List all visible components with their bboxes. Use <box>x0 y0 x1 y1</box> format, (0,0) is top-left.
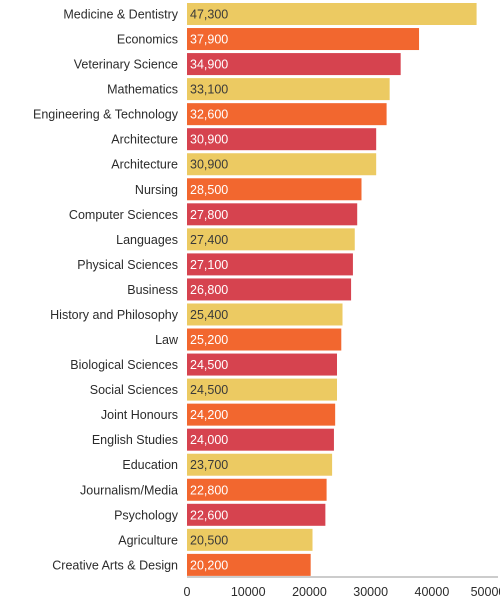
value-label: 20,500 <box>190 533 228 547</box>
category-label: Medicine & Dentistry <box>63 8 178 22</box>
value-label: 24,500 <box>190 358 228 372</box>
category-label: English Studies <box>92 433 178 447</box>
bar <box>187 78 390 101</box>
value-label: 24,200 <box>190 408 228 422</box>
bar <box>187 428 334 451</box>
category-label: Nursing <box>135 183 178 197</box>
bar <box>187 353 338 376</box>
bar <box>187 128 377 151</box>
x-tick-label: 30000 <box>353 585 388 599</box>
bar <box>187 203 358 226</box>
category-label: Business <box>127 283 178 297</box>
value-label: 25,200 <box>190 333 228 347</box>
category-label: Mathematics <box>107 83 178 97</box>
category-labels: Medicine & Dentistry Economics Veterinary … <box>33 8 179 573</box>
category-label: Veterinary Science <box>74 58 178 72</box>
value-label: 33,100 <box>190 83 228 97</box>
category-label: Economics <box>117 33 178 47</box>
bar <box>187 228 355 251</box>
category-label: History and Philosophy <box>50 308 179 322</box>
category-label: Law <box>155 333 179 347</box>
value-label: 24,500 <box>190 383 228 397</box>
category-label: Engineering & Technology <box>33 108 179 122</box>
bar <box>187 3 477 25</box>
value-labels: 47,300 37,900 34,900 33,100 32,600 30,900 30,9… <box>190 8 228 573</box>
category-label: Joint Honours <box>101 408 178 422</box>
value-label: 30,900 <box>190 158 228 172</box>
bar <box>187 553 311 576</box>
bar <box>187 103 387 126</box>
category-label: Social Sciences <box>90 383 178 397</box>
value-label: 30,900 <box>190 133 228 147</box>
x-tick-label: 10000 <box>231 585 266 599</box>
value-label: 27,100 <box>190 258 228 272</box>
category-label: Architecture <box>111 158 178 172</box>
x-tick-label: 50000 <box>471 585 500 599</box>
bar <box>187 378 338 401</box>
category-label: Education <box>122 458 178 472</box>
bars-layer <box>187 3 477 576</box>
category-label: Architecture <box>111 133 178 147</box>
value-label: 25,400 <box>190 308 228 322</box>
bar <box>187 478 327 501</box>
value-label: 27,400 <box>190 233 228 247</box>
bar <box>187 503 326 526</box>
category-label: Physical Sciences <box>77 258 178 272</box>
category-label: Creative Arts & Design <box>52 558 178 572</box>
value-label: 22,600 <box>190 508 228 522</box>
bar <box>187 328 342 351</box>
category-label: Agriculture <box>118 533 178 547</box>
bar <box>187 453 333 476</box>
bar <box>187 153 377 176</box>
bar <box>187 403 336 426</box>
x-tick-label: 40000 <box>415 585 450 599</box>
category-label: Psychology <box>114 508 179 522</box>
value-label: 24,000 <box>190 433 228 447</box>
value-label: 27,800 <box>190 208 228 222</box>
category-label: Languages <box>116 233 178 247</box>
category-label: Journalism/Media <box>80 483 178 497</box>
value-label: 34,900 <box>190 58 228 72</box>
x-tick-label: 0 <box>184 585 191 599</box>
bar <box>187 303 343 326</box>
category-label: Biological Sciences <box>70 358 178 372</box>
value-label: 28,500 <box>190 183 228 197</box>
bar <box>187 28 420 51</box>
value-label: 23,700 <box>190 458 228 472</box>
x-axis-ticks: 0 10000 20000 30000 40000 50000 <box>184 585 500 599</box>
category-label: Computer Sciences <box>69 208 178 222</box>
bar <box>187 278 352 301</box>
bar <box>187 528 313 551</box>
bar <box>187 53 401 76</box>
bar <box>187 253 353 276</box>
x-tick-label: 20000 <box>292 585 327 599</box>
bar <box>187 178 362 201</box>
value-label: 47,300 <box>190 8 228 22</box>
value-label: 26,800 <box>190 283 228 297</box>
value-label: 22,800 <box>190 483 228 497</box>
value-label: 32,600 <box>190 108 228 122</box>
value-label: 20,200 <box>190 558 228 572</box>
value-label: 37,900 <box>190 33 228 47</box>
